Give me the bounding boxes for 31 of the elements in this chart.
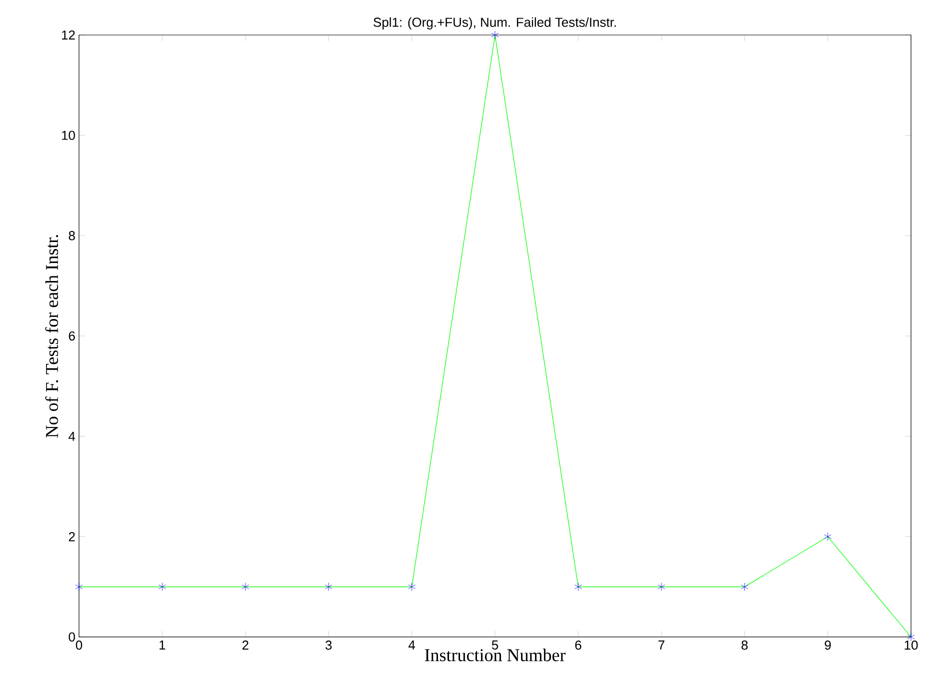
point bbox=[408, 582, 416, 592]
point bbox=[658, 582, 666, 592]
point bbox=[324, 582, 332, 592]
point bbox=[824, 532, 832, 541]
point bbox=[158, 582, 166, 592]
x-tick-label: 2 bbox=[242, 640, 248, 650]
x-tick-label: 5 bbox=[492, 640, 498, 650]
y-tick-label: 4 bbox=[68, 432, 76, 441]
x-axis-title: Instruction Number bbox=[424, 648, 566, 662]
x-tick-label: 10 bbox=[904, 640, 918, 650]
chart-title: Spl1: (Org.+FUs), Num. Failed Tests/Instr. bbox=[374, 17, 616, 30]
x-tick-label: 0 bbox=[76, 640, 82, 650]
point bbox=[75, 582, 83, 592]
x-tick-label: 1 bbox=[160, 640, 166, 650]
x-tick-label: 8 bbox=[742, 640, 748, 650]
y-tick-label: 8 bbox=[68, 231, 75, 240]
x-tick-label: 3 bbox=[325, 640, 332, 650]
y-tick-label: 12 bbox=[62, 30, 75, 40]
x-tick-label: 9 bbox=[824, 640, 831, 650]
y-tick-label: 0 bbox=[68, 632, 75, 642]
y-tick-label: 2 bbox=[68, 532, 75, 542]
point bbox=[740, 582, 748, 592]
y-tick-label: 6 bbox=[68, 331, 75, 341]
y-tick-label: 10 bbox=[62, 130, 75, 140]
x-tick-label: 4 bbox=[408, 640, 416, 650]
x-tick-label: 6 bbox=[575, 640, 582, 650]
y-axis-title: No of F. Tests for each Instr. bbox=[45, 235, 58, 438]
point bbox=[242, 582, 250, 592]
x-tick-label: 7 bbox=[658, 640, 664, 650]
point bbox=[491, 30, 499, 40]
point bbox=[574, 582, 582, 592]
